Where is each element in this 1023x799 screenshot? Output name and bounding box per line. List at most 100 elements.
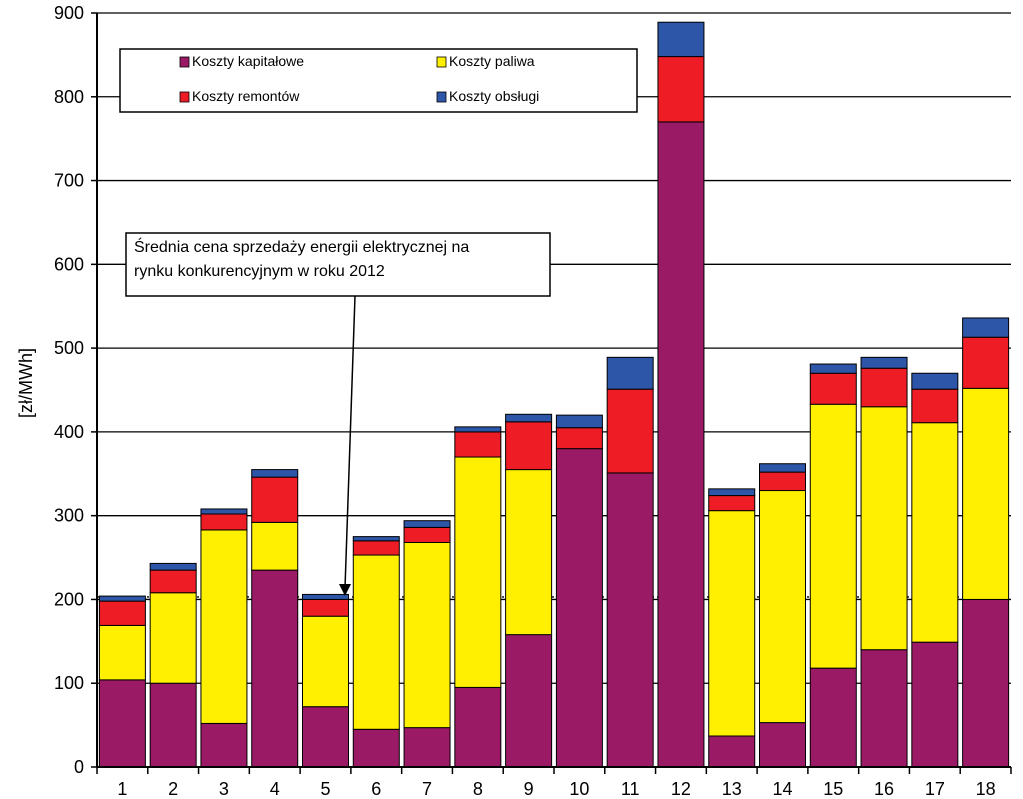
y-tick-label: 700 (54, 171, 84, 191)
x-tick-label: 4 (270, 779, 280, 799)
x-tick-label: 2 (168, 779, 178, 799)
bar-segment-2 (403, 541, 451, 729)
bar-segment-1 (555, 448, 603, 768)
x-tick-label: 3 (219, 779, 229, 799)
bar-segment-4 (860, 356, 908, 369)
bar-segment-1 (505, 634, 553, 768)
bar-segment-3 (809, 372, 857, 405)
bar-segment-4 (505, 413, 553, 423)
x-tick-label: 17 (925, 779, 945, 799)
legend-box (119, 48, 638, 113)
annotation-box (125, 232, 551, 297)
legend-label: Koszty remontów (192, 88, 300, 104)
legend-label: Koszty kapitałowe (192, 53, 304, 69)
bar-segment-3 (149, 569, 197, 594)
x-tick-label: 10 (569, 779, 589, 799)
bar-segment-3 (962, 336, 1010, 389)
x-tick-label: 12 (671, 779, 691, 799)
bar-segment-1 (149, 682, 197, 768)
bar-segment-1 (759, 722, 806, 768)
bar-segment-1 (352, 728, 400, 768)
bar-segment-1 (302, 706, 349, 768)
bar-segment-3 (606, 388, 654, 474)
bar-segment-4 (454, 426, 502, 433)
x-tick-labels: 1 2 3 4 5 6 7 8 9 10 11 12 13 14 15 16 17 18 (117, 779, 995, 799)
bar-segment-4 (657, 21, 705, 58)
bar-segment-3 (555, 427, 603, 450)
bar-segment-1 (454, 686, 502, 768)
bar-segment-3 (352, 540, 400, 556)
bar-segment-4 (403, 520, 451, 528)
y-tick-label: 900 (54, 3, 84, 23)
bar-segment-4 (962, 317, 1010, 338)
bar-segment-2 (98, 624, 146, 681)
bar-segment-1 (403, 727, 451, 768)
bar-segment-2 (860, 406, 908, 651)
bar-segment-4 (911, 372, 959, 390)
y-tick-label: 400 (54, 422, 84, 442)
x-tick-label: 11 (621, 779, 640, 799)
y-tick-label: 200 (54, 589, 84, 609)
legend-label: Koszty obsługi (449, 88, 539, 104)
bar-segment-2 (708, 510, 756, 737)
y-tick-label: 800 (54, 87, 84, 107)
bar-segment-2 (962, 387, 1010, 600)
bar-segment-1 (860, 649, 908, 768)
x-tick-label: 16 (874, 779, 894, 799)
legend-swatch (436, 56, 447, 68)
bar-segment-2 (809, 403, 857, 669)
bar-segment-2 (505, 469, 553, 636)
bar-segment-2 (454, 456, 502, 688)
bar-segment-4 (149, 562, 197, 571)
x-tick-label: 15 (823, 779, 843, 799)
annotation-line-2: rynku konkurencyjnym w roku 2012 (134, 263, 385, 280)
bar-segment-2 (251, 521, 299, 571)
bar-segment-1 (657, 121, 705, 768)
bar-segment-3 (911, 388, 959, 424)
bar-segment-4 (251, 469, 299, 478)
bar-segment-2 (200, 529, 248, 724)
bar-segment-3 (708, 495, 756, 512)
bar-segment-3 (759, 471, 806, 492)
x-tick-label: 1 (117, 779, 127, 799)
bar-segment-1 (809, 667, 857, 768)
bar-segment-2 (149, 592, 197, 684)
bar-segment-2 (302, 615, 349, 708)
bar-segment-3 (200, 513, 248, 531)
bar-segment-1 (98, 679, 146, 768)
annotation-arrow (344, 295, 356, 589)
bar-segment-4 (606, 356, 654, 390)
x-tick-label: 5 (320, 779, 330, 799)
bar-segment-1 (911, 641, 959, 768)
bar-segment-1 (708, 735, 756, 768)
y-tick-label: 300 (54, 506, 84, 526)
bar-segment-4 (759, 463, 806, 473)
bar-segment-3 (657, 56, 705, 123)
bar-segment-3 (403, 526, 451, 543)
bar-segment-1 (200, 722, 248, 768)
x-tick-label: 9 (524, 779, 534, 799)
x-tick-label: 13 (722, 779, 742, 799)
bar-segment-3 (302, 598, 349, 617)
legend: Koszty kapitałowe Koszty paliwa Koszty rem… (119, 48, 638, 113)
legend-swatch (179, 56, 190, 68)
legend-label: Koszty paliwa (449, 53, 535, 69)
x-tick-label: 7 (422, 779, 432, 799)
bar-segment-4 (200, 508, 248, 515)
bar-segment-4 (352, 536, 400, 542)
bars (98, 21, 1010, 768)
axes (96, 13, 1012, 774)
bar-segment-4 (809, 363, 857, 374)
bar-segment-3 (251, 476, 299, 523)
legend-swatch (436, 91, 447, 103)
annotation-arrowhead (339, 584, 351, 596)
bar-segment-4 (708, 488, 756, 497)
y-axis-label: [zł/MWh] (16, 348, 36, 418)
annotation-line-1: Średnia cena sprzedaży energii elektrycz… (134, 237, 469, 256)
x-tick-label: 8 (473, 779, 483, 799)
bar-segment-1 (606, 472, 654, 768)
bar-segment-3 (860, 367, 908, 408)
bar-segment-4 (555, 414, 603, 429)
legend-swatch (179, 91, 190, 103)
bar-segment-2 (352, 554, 400, 730)
